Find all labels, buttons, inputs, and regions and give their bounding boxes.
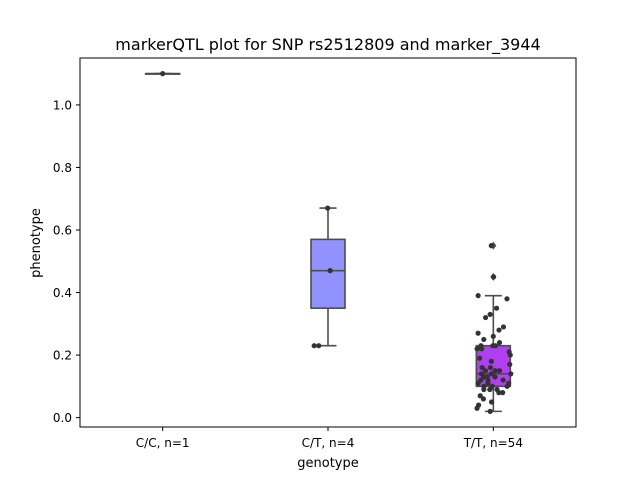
data-point — [474, 405, 480, 411]
x-tick-label: C/C, n=1 — [136, 436, 190, 450]
data-point — [508, 371, 514, 377]
data-point — [479, 346, 485, 352]
data-point — [481, 386, 487, 393]
y-tick-label: 0.8 — [53, 161, 72, 175]
x-axis-label: genotype — [297, 456, 358, 471]
y-tick-label: 1.0 — [53, 98, 72, 112]
data-point — [493, 305, 500, 311]
data-point — [311, 343, 317, 349]
data-point — [481, 336, 487, 343]
data-point — [490, 274, 497, 280]
data-point — [487, 311, 493, 318]
y-tick-label: 0.6 — [53, 223, 72, 237]
data-point — [492, 374, 498, 380]
data-point — [316, 343, 322, 349]
y-tick-label: 0.0 — [53, 411, 72, 425]
data-point — [507, 352, 513, 358]
data-point — [160, 71, 166, 77]
data-point — [496, 368, 503, 374]
data-point — [490, 343, 496, 349]
y-tick-label: 0.2 — [53, 349, 72, 363]
data-point — [488, 243, 494, 249]
data-point — [475, 330, 481, 336]
data-point — [487, 386, 493, 393]
data-point — [487, 364, 494, 371]
axes: 0.0 0.2 0.4 0.6 0.8 1.0 C/C, n=1 C/T, n=4 T/T, n… — [53, 98, 523, 450]
data-point — [482, 314, 489, 321]
data-point — [490, 333, 496, 339]
data-point — [488, 358, 494, 364]
data-point — [327, 268, 333, 274]
data-point — [482, 368, 489, 374]
data-point — [477, 355, 483, 361]
data-point — [475, 293, 481, 299]
data-point — [479, 364, 485, 371]
data-point — [504, 383, 510, 389]
data-point — [475, 380, 481, 386]
y-axis-label: phenotype — [29, 208, 44, 278]
data-point — [500, 390, 506, 396]
data-point — [504, 296, 510, 302]
data-point — [474, 346, 480, 352]
data-point — [507, 361, 513, 368]
data-point — [492, 368, 498, 374]
data-point — [496, 327, 502, 333]
plot-area — [144, 71, 514, 414]
data-point — [488, 371, 494, 377]
data-point — [487, 408, 493, 414]
y-tick-label: 0.4 — [53, 286, 72, 300]
chart-title: markerQTL plot for SNP rs2512809 and mar… — [115, 35, 540, 55]
data-point — [485, 380, 491, 386]
data-point — [480, 396, 486, 402]
data-point — [496, 390, 502, 396]
x-tick-label: T/T, n=54 — [463, 436, 523, 450]
x-tick-label: C/T, n=4 — [302, 436, 355, 450]
data-point — [477, 393, 483, 399]
data-point — [496, 339, 503, 346]
data-point — [500, 324, 507, 330]
box — [310, 238, 346, 309]
data-point — [488, 399, 495, 405]
data-point — [325, 205, 331, 211]
data-point — [500, 377, 506, 383]
